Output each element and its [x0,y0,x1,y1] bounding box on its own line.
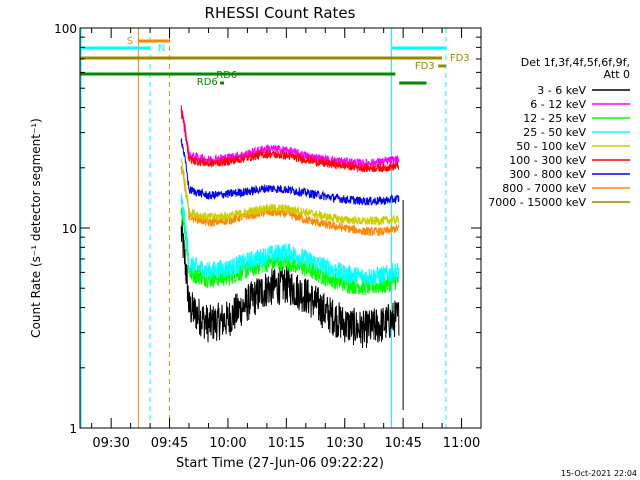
x-tick-label: 11:00 [443,436,480,451]
legend-entry: 6 - 12 keV [530,98,586,111]
series-line [180,219,400,349]
annotation-label: RD6 [197,77,218,88]
series-line [180,207,400,296]
y-axis-label: Count Rate (s⁻¹ detector segment⁻¹) [29,118,43,338]
chart-title: RHESSI Count Rates [205,4,356,22]
annotation-label: N [158,43,165,54]
series-line [180,166,400,236]
annotation-label: FD3 [415,61,435,72]
legend-entry: 3 - 6 keV [537,84,586,97]
series-line [180,104,400,170]
annotation-label: FD3 [450,53,470,64]
annotation-label: RD6 [216,70,237,81]
legend-entry: 12 - 25 keV [523,112,586,125]
legend-entry: 25 - 50 keV [523,126,586,139]
x-axis-label: Start Time (27-Jun-06 09:22:22) [176,456,384,471]
legend-entry: 7000 - 15000 keV [488,196,586,209]
legend-entry: 800 - 7000 keV [502,182,586,195]
timestamp: 15-Oct-2021 22:04 [561,469,637,478]
y-tick-label: 100 [54,22,77,36]
legend-header-line-1: Det 1f,3f,4f,5f,6f,9f, [521,56,630,69]
annotation-label: S [127,36,133,47]
legend-entry: 300 - 800 keV [509,168,586,181]
series-line [180,138,400,207]
x-tick-label: 10:00 [209,436,246,451]
y-tick-label: 1 [69,422,77,436]
plot-frame [79,27,482,429]
x-tick-label: 10:45 [384,436,421,451]
series-line [180,108,400,173]
x-tick-label: 09:45 [151,436,188,451]
legend-entry: 100 - 300 keV [509,154,586,167]
x-tick-label: 10:15 [268,436,305,451]
x-tick-label: 09:30 [92,436,129,451]
series-line [180,193,400,287]
legend-header-line-2: Att 0 [604,68,630,81]
legend-entry: 50 - 100 keV [516,140,586,153]
series-line [180,158,400,226]
y-tick-label: 10 [62,222,77,236]
x-tick-label: 10:30 [326,436,363,451]
